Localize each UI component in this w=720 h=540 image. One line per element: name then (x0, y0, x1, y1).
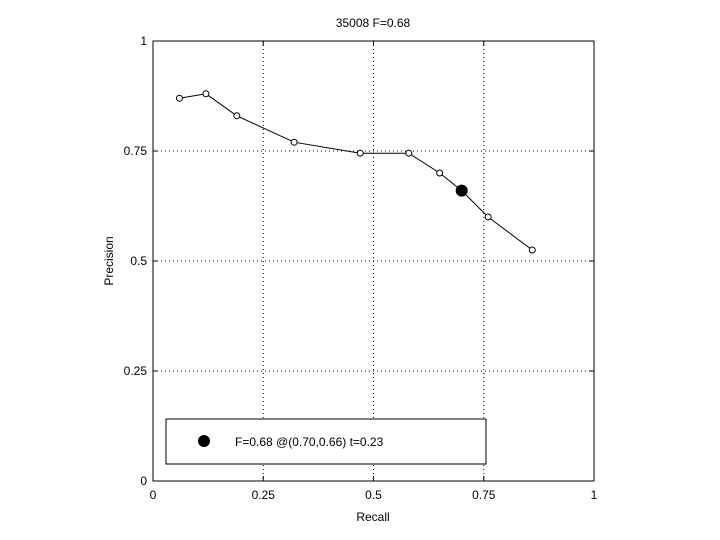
y-tick-label: 0.25 (124, 364, 148, 378)
grid-lines (153, 41, 594, 481)
y-tick-label: 0.5 (130, 254, 147, 268)
x-axis-label: Recall (356, 510, 389, 524)
y-tick-label: 0.75 (124, 144, 148, 158)
data-point (528, 246, 536, 254)
x-tick-label: 0 (150, 488, 157, 502)
data-point (202, 90, 210, 98)
data-point (436, 169, 444, 177)
y-tick-label: 1 (140, 34, 147, 48)
x-tick-label: 0.5 (365, 488, 382, 502)
data-point (405, 149, 413, 157)
highlight-layer (455, 184, 468, 197)
x-tick-label: 0.75 (472, 488, 496, 502)
legend-box (165, 418, 487, 465)
data-point (175, 94, 183, 102)
data-point (356, 149, 364, 157)
legend: F=0.68 @(0.70,0.66) t=0.23 (165, 418, 487, 465)
x-tick-label: 1 (591, 488, 598, 502)
data-point (290, 138, 298, 146)
y-tick-label: 0 (140, 474, 147, 488)
series-polyline (179, 93, 533, 251)
legend-label: F=0.68 @(0.70,0.66) t=0.23 (235, 435, 384, 449)
axis-ticks: 0 0.25 0.5 0.75 1 0 0.25 0.5 0.75 1 (124, 34, 598, 502)
x-tick-label: 0.25 (252, 488, 276, 502)
legend-marker (198, 435, 210, 447)
data-point (484, 213, 492, 221)
data-point (233, 112, 241, 120)
y-axis-label: Precision (102, 236, 116, 285)
best-f-point (455, 184, 468, 197)
chart-title: 35008 F=0.68 (336, 16, 411, 30)
